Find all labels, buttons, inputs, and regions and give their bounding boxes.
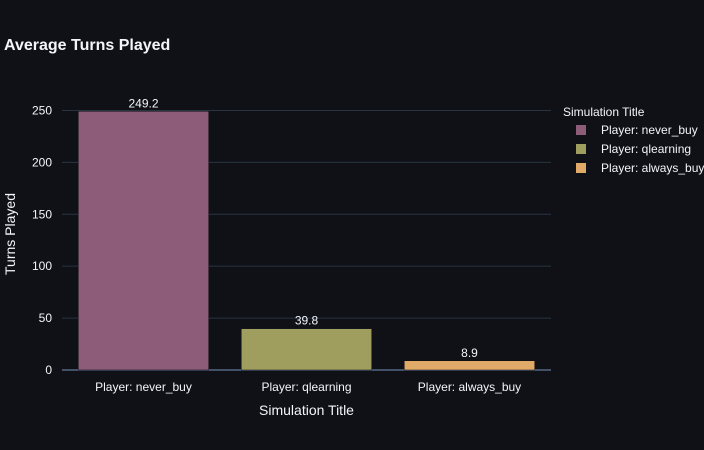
bar-value-label: 249.2	[128, 96, 158, 110]
data-labels: 249.2 39.8 8.9	[128, 96, 478, 359]
y-tick-label: 100	[32, 259, 52, 273]
x-tick-label: Player: never_buy	[95, 380, 192, 394]
y-axis-ticks: 0 50 100 150 200 250	[32, 103, 52, 377]
legend-swatch	[576, 125, 586, 135]
legend-label: Player: always_buy	[601, 161, 704, 175]
legend-title: Simulation Title	[563, 105, 645, 119]
legend-swatch	[576, 163, 586, 173]
y-tick-label: 250	[32, 103, 52, 117]
legend-label: Player: qlearning	[601, 142, 691, 156]
x-tick-label: Player: always_buy	[418, 380, 521, 394]
legend-item[interactable]: Player: qlearning	[576, 142, 691, 156]
bar-1[interactable]	[78, 111, 209, 371]
bars	[78, 111, 535, 371]
bar-value-label: 8.9	[461, 346, 478, 360]
x-axis-ticks: Player: never_buy Player: qlearning Player…	[95, 380, 521, 394]
chart-title: Average Turns Played	[4, 37, 170, 54]
bar-value-label: 39.8	[295, 314, 319, 328]
y-tick-label: 50	[39, 311, 53, 325]
bar-3[interactable]	[404, 360, 535, 371]
legend-item[interactable]: Player: always_buy	[576, 161, 704, 175]
legend-item[interactable]: Player: never_buy	[576, 123, 698, 137]
x-tick-label: Player: qlearning	[261, 380, 351, 394]
legend-swatch	[576, 144, 586, 154]
y-tick-label: 150	[32, 207, 52, 221]
y-axis-title: Turns Played	[2, 193, 18, 275]
bar-2[interactable]	[241, 328, 372, 371]
y-tick-label: 200	[32, 155, 52, 169]
legend: Player: never_buy Player: qlearning Player…	[576, 123, 704, 175]
y-tick-label: 0	[45, 363, 52, 377]
x-axis-title: Simulation Title	[259, 402, 354, 418]
legend-label: Player: never_buy	[601, 123, 698, 137]
